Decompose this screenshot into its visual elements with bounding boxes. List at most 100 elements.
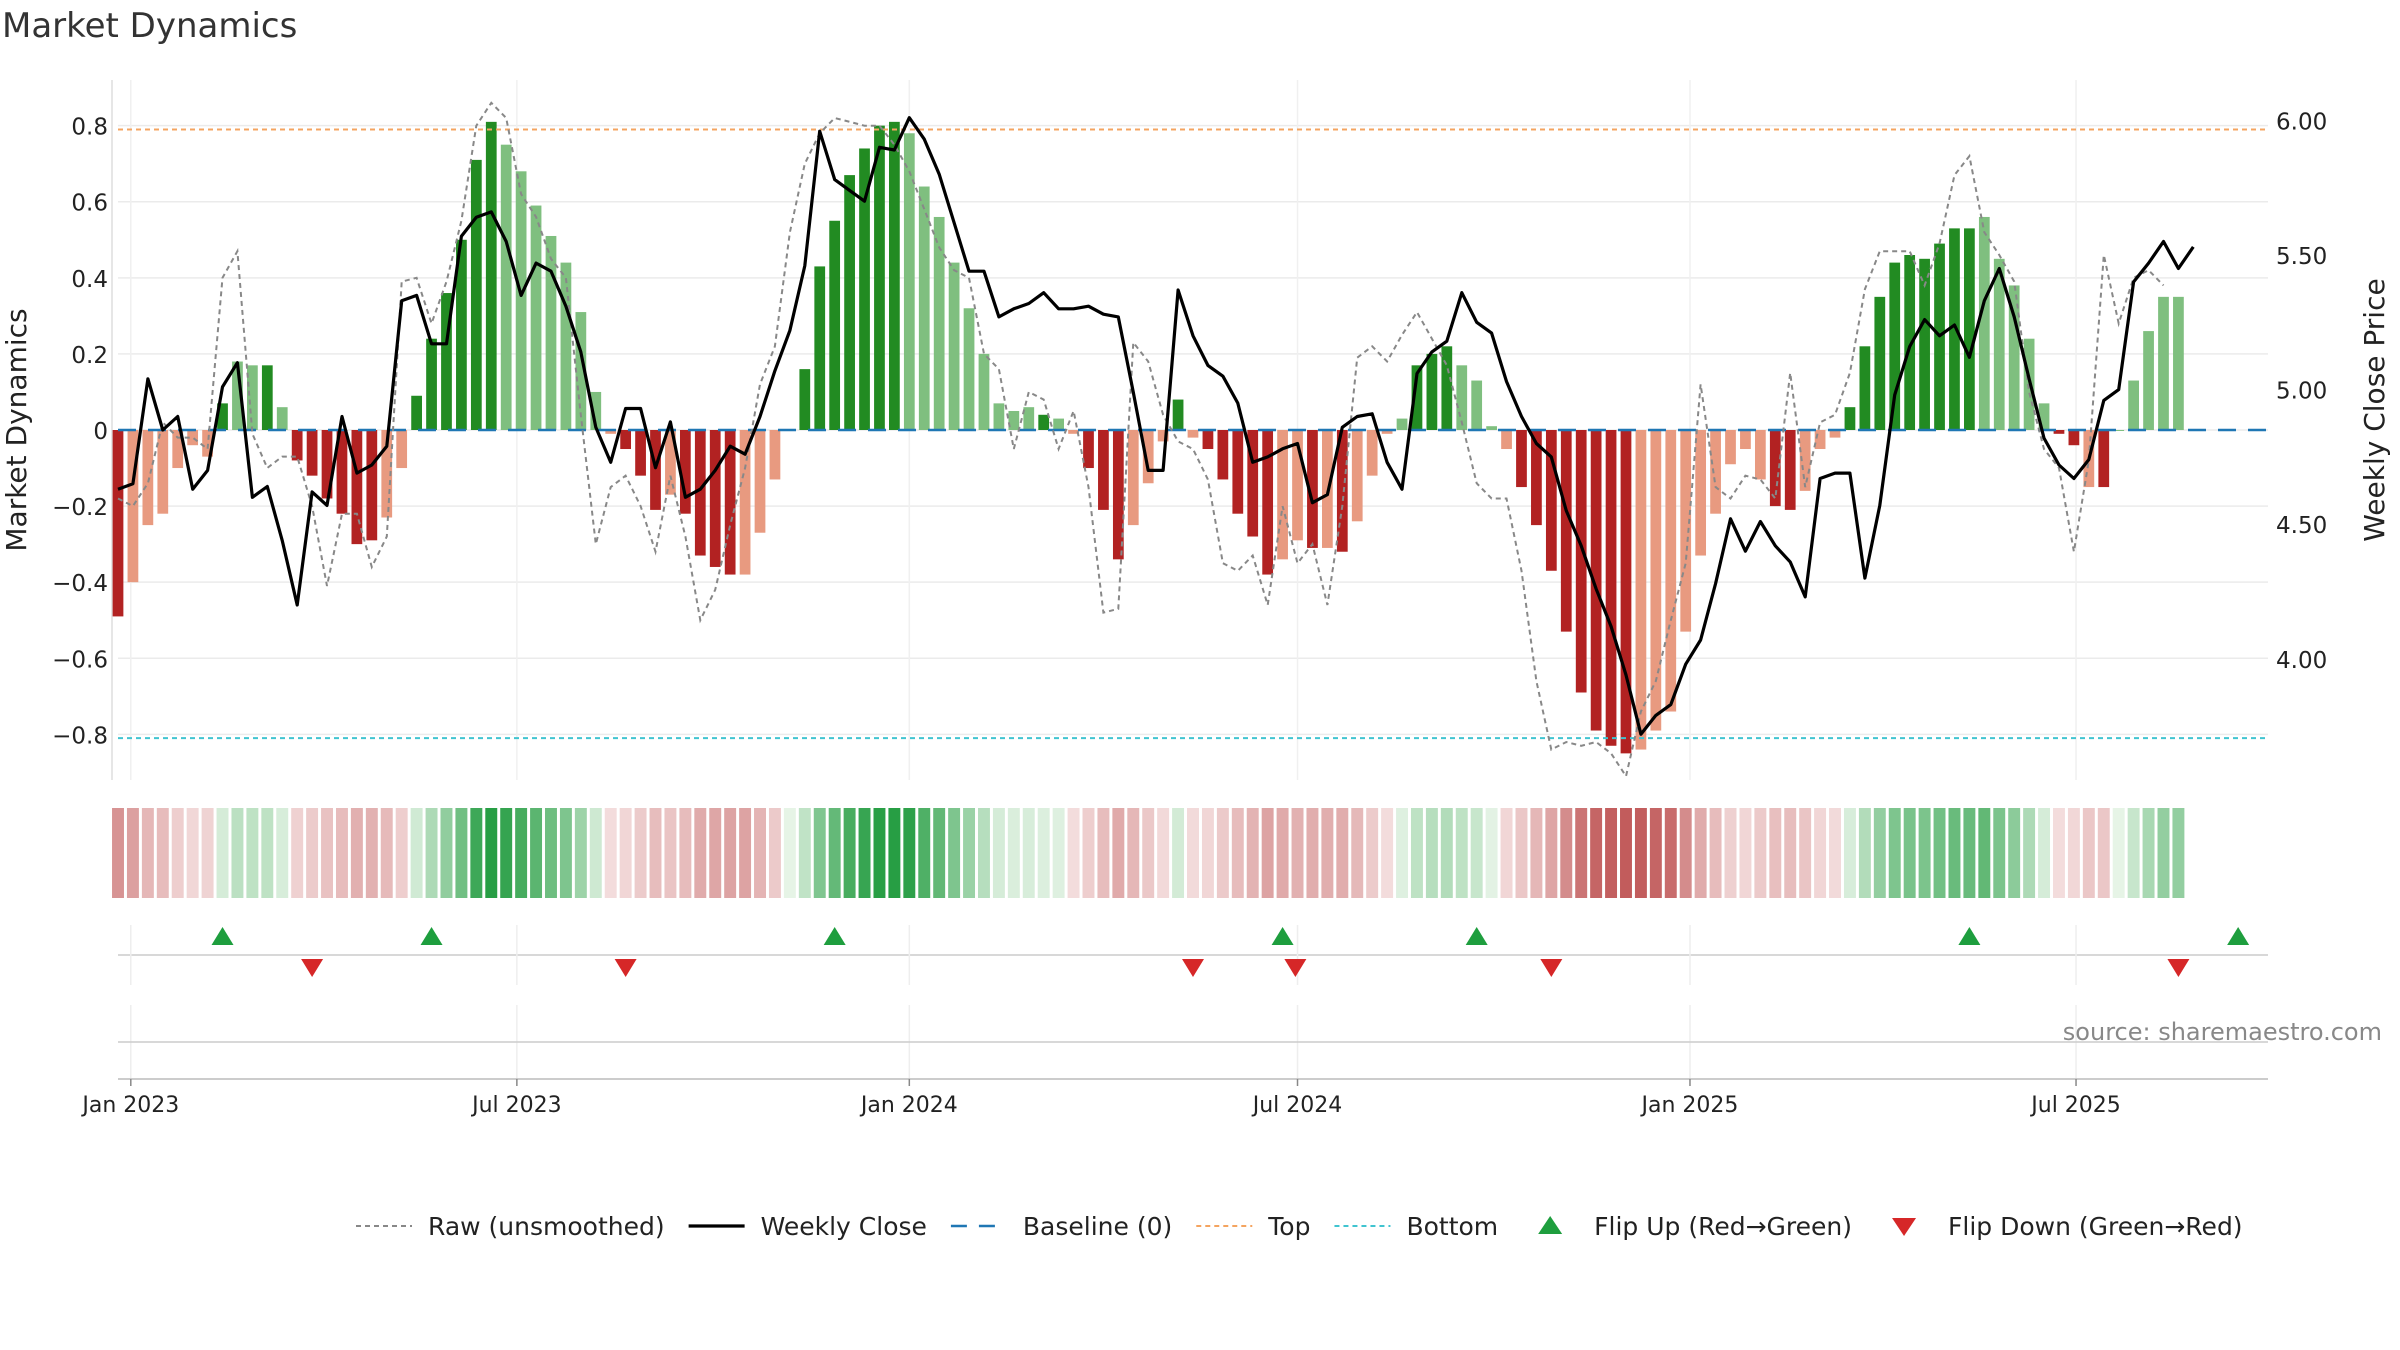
heat-cell <box>1634 808 1647 898</box>
heat-cell <box>1067 808 1080 898</box>
heat-cell <box>858 808 871 898</box>
x-tick-label: Jan 2023 <box>80 1093 179 1118</box>
heat-cell <box>1336 808 1349 898</box>
heat-cell <box>1918 808 1931 898</box>
heat-cell <box>589 808 602 898</box>
bar <box>217 403 228 430</box>
bar <box>1172 399 1184 430</box>
heat-cell <box>440 808 453 898</box>
heat-cell <box>1724 808 1737 898</box>
heat-cell <box>619 808 632 898</box>
bar <box>1366 430 1378 476</box>
heat-cell <box>455 808 468 898</box>
axes-layer: 0.8 0.6 0.4 0.2 0 −0.2 −0.4 −0.6 −0.8 6.00 5.50 5.0… <box>0 109 2391 749</box>
bar <box>1202 430 1214 450</box>
bar <box>1620 430 1632 754</box>
x-tick-label: Jan 2025 <box>1640 1093 1739 1118</box>
heat-cell <box>1560 808 1573 898</box>
bar <box>829 220 841 430</box>
bar <box>1157 430 1169 442</box>
bar <box>1560 430 1572 632</box>
heat-cell <box>380 808 393 898</box>
heat-cell <box>813 808 826 898</box>
bar <box>1068 430 1079 434</box>
heat-strip <box>112 808 2185 898</box>
heat-cell <box>1799 808 1812 898</box>
bar <box>1038 414 1050 430</box>
bar <box>665 430 676 495</box>
heat-cell <box>933 808 946 898</box>
heat-cell <box>1620 808 1632 898</box>
heat-cell <box>1500 808 1513 898</box>
bar <box>351 430 363 545</box>
heat-cell <box>1022 808 1035 898</box>
heat-cell <box>1052 808 1065 898</box>
bar <box>1023 407 1035 430</box>
heat-cell <box>246 808 259 898</box>
bar <box>978 353 990 430</box>
heat-cell <box>739 808 752 898</box>
bar <box>441 293 452 430</box>
bar <box>426 338 437 430</box>
heat-cell <box>1425 808 1438 898</box>
heat-cell <box>425 808 438 898</box>
bar <box>1769 430 1781 507</box>
bar <box>1874 296 1886 430</box>
bar <box>456 239 467 430</box>
legend-swatch-flip-down <box>1892 1218 1917 1236</box>
bar <box>187 430 199 446</box>
bar <box>172 430 184 469</box>
bar <box>1262 430 1274 575</box>
flip-down-marker <box>1540 959 1563 977</box>
raw-series-line <box>117 101 2165 779</box>
heat-cell <box>1112 808 1125 898</box>
heat-cell <box>1948 808 1961 898</box>
flip-down-marker <box>2167 959 2190 977</box>
bar <box>1531 430 1542 526</box>
heat-cell <box>768 808 781 898</box>
heat-cell <box>828 808 841 898</box>
y2-tick-label: 4.00 <box>2276 648 2327 674</box>
bar <box>918 186 930 430</box>
bar <box>515 171 527 430</box>
bar <box>1083 430 1094 469</box>
flip-down-marker <box>1182 959 1204 977</box>
heat-cell <box>1829 808 1841 898</box>
heat-cell <box>1739 808 1752 898</box>
heat-cell <box>321 808 333 898</box>
y-tick-label: 0.2 <box>71 343 108 369</box>
heat-cell <box>1709 808 1722 898</box>
heat-cell <box>1978 808 1991 898</box>
heat-cell <box>1694 808 1707 898</box>
heat-cell <box>1530 808 1543 898</box>
legend-label: Flip Down (Green→Red) <box>1948 1212 2243 1241</box>
bar <box>2008 285 2020 430</box>
bar <box>321 430 333 499</box>
bar <box>635 430 646 476</box>
heat-cell <box>2097 808 2110 898</box>
heat-cell <box>1679 808 1692 898</box>
heat-cell <box>1769 808 1782 898</box>
heat-cell <box>694 808 707 898</box>
bar <box>650 430 661 510</box>
y-tick-label: −0.6 <box>52 647 108 673</box>
bar <box>1949 228 1960 430</box>
heat-cell <box>1903 808 1916 898</box>
y2-tick-label: 4.50 <box>2276 513 2327 539</box>
heat-cell <box>1157 808 1170 898</box>
heat-cell <box>1575 808 1588 898</box>
heat-cell <box>1097 808 1110 898</box>
y2-tick-label: 5.50 <box>2276 244 2327 270</box>
bar <box>2098 430 2110 488</box>
y2-tick-label: 5.00 <box>2276 379 2327 405</box>
bar <box>1665 430 1677 712</box>
heat-cell <box>485 808 498 898</box>
heat-cell <box>1515 808 1528 898</box>
bar <box>1336 430 1348 552</box>
heat-cell <box>1455 808 1468 898</box>
heat-cell <box>918 808 931 898</box>
bar <box>1635 430 1647 750</box>
heat-cell <box>2053 808 2065 898</box>
heat-cell <box>1410 808 1423 898</box>
heat-cell <box>873 808 886 898</box>
